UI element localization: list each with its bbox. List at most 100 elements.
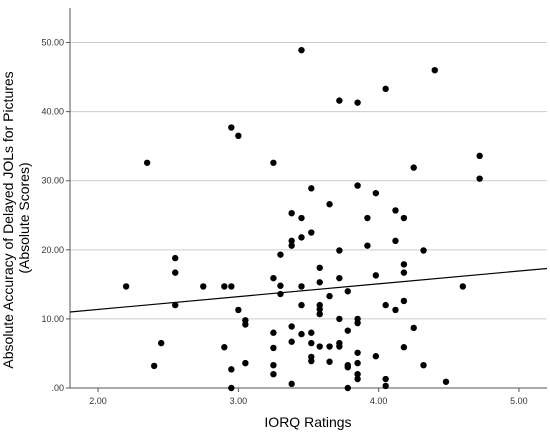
data-point — [354, 359, 361, 367]
data-point — [344, 288, 351, 295]
data-point — [228, 366, 235, 373]
data-point — [172, 301, 179, 309]
data-point — [410, 324, 417, 332]
svg-text:Absolute Accuracy of Delayed J: Absolute Accuracy of Delayed JOLs for Pi… — [0, 67, 32, 368]
y-axis-title-line-2: (Absolute Scores) — [16, 162, 32, 273]
data-point — [288, 380, 295, 388]
data-points — [122, 46, 483, 392]
data-point — [354, 349, 361, 356]
x-tick-label: 2.00 — [89, 396, 107, 406]
x-tick-label: 5.00 — [510, 396, 528, 406]
data-point — [400, 297, 408, 305]
fit-line-group — [69, 267, 548, 313]
data-point — [228, 124, 235, 131]
data-point — [277, 290, 284, 298]
data-point — [354, 375, 361, 383]
y-tick-label: .00 — [51, 383, 64, 393]
y-axis-title-line-1: Absolute Accuracy of Delayed JOLs for Pi… — [0, 71, 16, 368]
y-axis-title: Absolute Accuracy of Delayed JOLs for Pi… — [0, 67, 32, 368]
data-point — [382, 301, 389, 309]
data-point — [277, 282, 284, 289]
data-point — [200, 283, 207, 290]
data-point — [354, 182, 361, 189]
data-point — [364, 242, 371, 249]
data-point — [459, 283, 467, 290]
data-point — [316, 343, 323, 350]
data-point — [336, 97, 343, 104]
data-point — [308, 357, 315, 365]
data-point — [476, 152, 483, 160]
data-point — [308, 329, 315, 336]
data-point — [372, 272, 380, 279]
data-point — [288, 210, 295, 217]
data-point — [400, 261, 408, 268]
axes — [66, 8, 547, 392]
data-point — [344, 364, 351, 371]
data-point — [326, 292, 333, 300]
data-point — [476, 175, 483, 182]
data-point — [336, 274, 343, 282]
y-tick-label: 40.00 — [41, 107, 64, 117]
y-tick-label: 30.00 — [41, 176, 64, 186]
data-point — [288, 242, 295, 249]
data-point — [354, 370, 361, 378]
data-point — [410, 164, 417, 171]
data-point — [344, 384, 351, 392]
data-point — [392, 306, 399, 314]
tick-labels: .00 10.00 20.00 30.00 40.00 50.00 2.00 3.00 4.00… — [41, 38, 527, 406]
data-point — [316, 306, 323, 313]
data-point — [298, 330, 305, 338]
data-point — [420, 362, 427, 369]
data-point — [277, 251, 284, 258]
data-point — [400, 214, 408, 222]
data-point — [336, 247, 343, 254]
fit-line — [69, 267, 548, 313]
x-axis-title: IORQ Ratings — [264, 414, 351, 430]
data-point — [298, 214, 305, 222]
data-point — [372, 353, 380, 360]
data-point — [354, 99, 361, 106]
grid-lines — [70, 42, 547, 320]
data-point — [221, 283, 228, 290]
data-point — [143, 159, 151, 166]
data-point — [288, 237, 295, 245]
data-point — [354, 319, 361, 327]
data-point — [270, 344, 277, 352]
data-point — [150, 362, 158, 370]
data-point — [308, 339, 315, 347]
data-point — [336, 315, 343, 323]
data-point — [298, 283, 305, 290]
data-point — [382, 375, 389, 383]
data-point — [270, 329, 277, 336]
data-point — [172, 254, 179, 262]
data-point — [298, 301, 305, 309]
data-point — [288, 338, 295, 345]
data-point — [228, 283, 235, 290]
data-point — [316, 310, 323, 318]
data-point — [235, 132, 242, 140]
data-point — [392, 207, 399, 214]
data-point — [372, 189, 380, 197]
data-point — [270, 362, 277, 369]
data-point — [242, 359, 249, 367]
data-point — [316, 264, 323, 271]
data-point — [308, 185, 315, 192]
x-tick-label: 4.00 — [370, 396, 388, 406]
data-point — [316, 279, 323, 286]
data-point — [326, 201, 333, 208]
data-point — [122, 283, 130, 290]
data-point — [344, 327, 351, 334]
data-point — [228, 384, 235, 392]
data-point — [270, 159, 277, 166]
data-point — [288, 323, 295, 330]
data-point — [235, 306, 242, 314]
data-point — [298, 234, 305, 241]
data-point — [157, 339, 165, 347]
data-point — [270, 274, 277, 282]
x-tick-label: 3.00 — [230, 396, 248, 406]
y-tick-label: 50.00 — [41, 38, 64, 48]
data-point — [308, 229, 315, 236]
data-point — [442, 378, 450, 385]
data-point — [382, 382, 389, 390]
